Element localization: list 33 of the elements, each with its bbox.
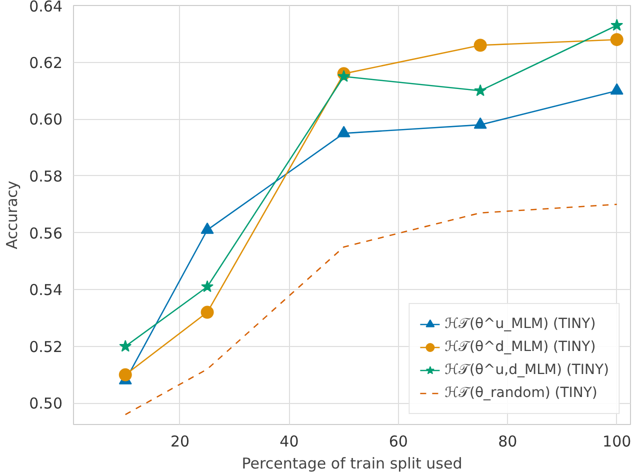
x-tick-label: 40 xyxy=(280,432,299,450)
line-series xyxy=(124,204,618,416)
legend-label: ℋ𝒯(θ^d_MLM) (TINY) xyxy=(444,339,596,355)
x-tick-label: 100 xyxy=(602,432,632,450)
legend-label: ℋ𝒯(θ^u_MLM) (TINY) xyxy=(444,316,596,332)
point xyxy=(200,222,214,234)
y-axis-title: Accuracy xyxy=(3,180,22,250)
x-axis-title: Percentage of train split used xyxy=(242,454,462,472)
point xyxy=(610,83,624,95)
y-tick-label: 0.52 xyxy=(29,338,63,356)
legend-label: ℋ𝒯(θ_random) (TINY) xyxy=(444,385,598,401)
y-tick-label: 0.56 xyxy=(29,224,63,242)
point xyxy=(201,280,214,292)
point xyxy=(474,84,487,96)
y-tick-label: 0.64 xyxy=(29,0,63,16)
y-tick-label: 0.62 xyxy=(29,54,63,72)
x-tick-label: 80 xyxy=(498,432,518,450)
y-tick-label: 0.50 xyxy=(29,394,63,413)
point xyxy=(610,18,624,31)
point xyxy=(338,70,350,82)
point xyxy=(118,368,132,382)
legend-label: ℋ𝒯(θ^u,d_MLM) (TINY) xyxy=(444,362,609,378)
x-tick-label: 60 xyxy=(388,432,408,450)
point xyxy=(337,126,350,138)
point xyxy=(200,306,214,319)
y-tick-label: 0.54 xyxy=(29,281,63,300)
x-tick-label: 20 xyxy=(170,432,190,450)
point xyxy=(474,117,487,129)
y-tick-label: 0.58 xyxy=(29,167,63,186)
y-tick-label: 0.60 xyxy=(29,110,63,129)
point xyxy=(610,33,624,46)
point xyxy=(119,340,132,352)
point xyxy=(474,38,487,52)
